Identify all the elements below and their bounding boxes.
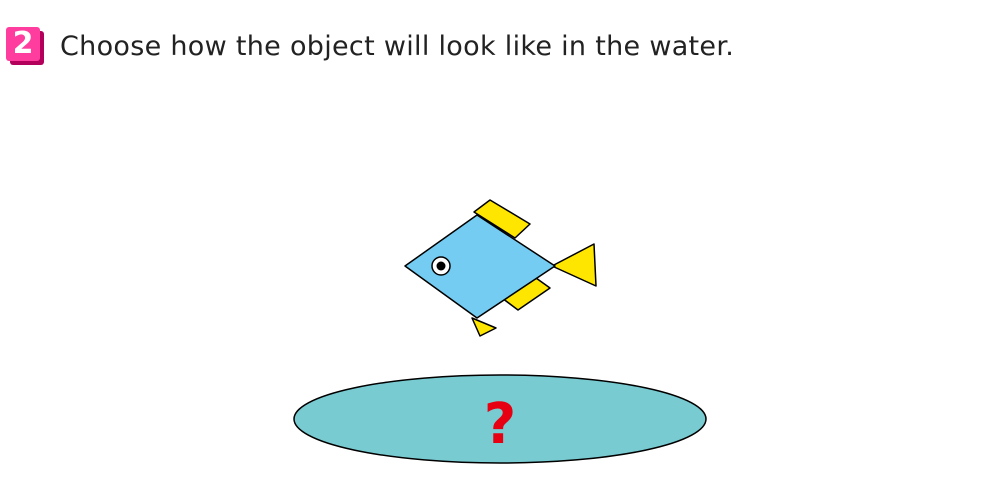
question-number: 2: [6, 27, 40, 61]
fish-belly-fin: [471, 317, 497, 337]
fish-body: [404, 214, 556, 319]
water-ellipse: [293, 374, 707, 464]
question-number-badge: 2: [6, 27, 44, 65]
fish-pupil: [436, 261, 446, 271]
water-pond: ?: [293, 374, 707, 464]
question-prompt: Choose how the object will look like in …: [60, 30, 735, 62]
question-header: 2 Choose how the object will look like i…: [6, 24, 734, 68]
question-mark: ?: [484, 392, 516, 457]
fish-tail: [551, 243, 597, 287]
fish-top-fin: [473, 199, 531, 239]
fish-illustration: [404, 199, 597, 337]
